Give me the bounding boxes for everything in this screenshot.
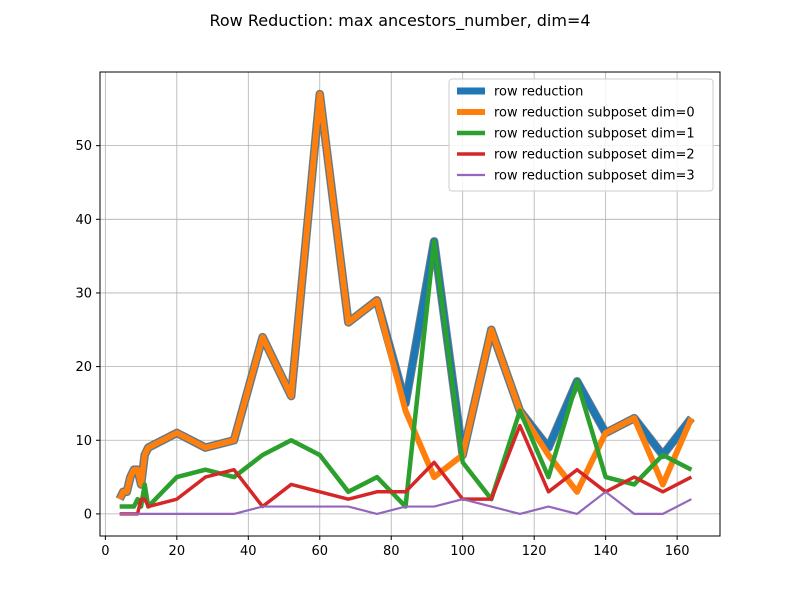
chart-title: Row Reduction: max ancestors_number, dim… <box>209 11 590 31</box>
x-tick-label: 120 <box>522 544 547 559</box>
legend-label: row reduction <box>494 85 583 100</box>
x-tick-label: 140 <box>593 544 618 559</box>
y-tick-label: 50 <box>75 139 92 154</box>
x-tick-label: 20 <box>169 544 186 559</box>
x-tick-label: 160 <box>665 544 690 559</box>
legend-label: row reduction subposet dim=0 <box>494 106 695 121</box>
legend-label: row reduction subposet dim=1 <box>494 127 695 142</box>
x-tick-label: 0 <box>101 544 109 559</box>
legend-label: row reduction subposet dim=2 <box>494 148 695 163</box>
legend-box <box>448 78 714 192</box>
y-tick-label: 10 <box>75 434 92 449</box>
x-tick-label: 80 <box>383 544 400 559</box>
plot-frame <box>99 71 721 537</box>
x-tick-label: 60 <box>311 544 328 559</box>
x-tick-label: 40 <box>240 544 257 559</box>
legend-label: row reduction subposet dim=3 <box>494 169 695 184</box>
series-line-3 <box>119 239 693 509</box>
x-axis: 0 20 40 60 80 100 120 140 160 <box>101 536 690 559</box>
series-lines <box>115 89 695 516</box>
y-tick-label: 20 <box>75 360 92 375</box>
series-line-2 <box>116 91 695 501</box>
y-tick-label: 30 <box>75 286 92 301</box>
legend: row reduction row reduction subposet dim=… <box>448 78 714 192</box>
y-tick-label: 40 <box>75 213 92 228</box>
series-line-5 <box>119 490 692 516</box>
y-axis: 0 10 20 30 40 50 <box>75 139 100 522</box>
y-tick-label: 0 <box>84 507 92 522</box>
x-tick-label: 100 <box>450 544 475 559</box>
